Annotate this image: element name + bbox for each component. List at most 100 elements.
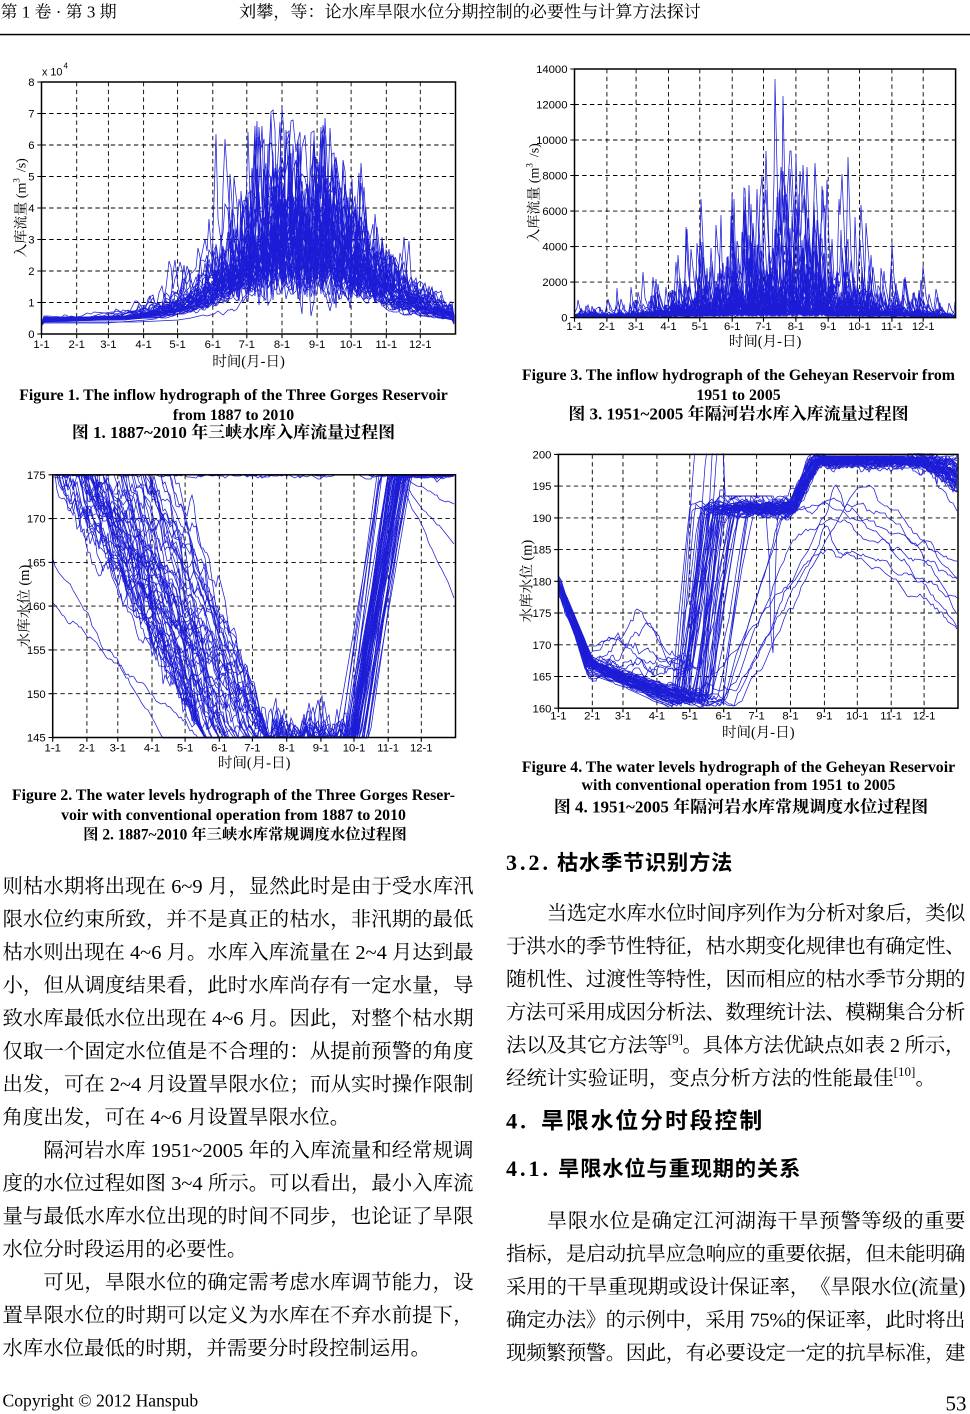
svg-text:3: 3 — [28, 235, 34, 247]
svg-text:(: ( — [247, 756, 252, 772]
svg-text:4-1: 4-1 — [660, 321, 676, 333]
svg-text:12000: 12000 — [536, 100, 567, 112]
svg-text:3: 3 — [12, 178, 22, 183]
svg-text:4-1: 4-1 — [144, 743, 160, 755]
svg-text:·: · — [52, 3, 66, 22]
svg-text:7-1: 7-1 — [239, 339, 255, 351]
svg-text:4: 4 — [28, 203, 34, 215]
svg-text:170: 170 — [27, 514, 46, 526]
svg-text:190: 190 — [533, 513, 552, 525]
svg-text:170: 170 — [533, 640, 552, 652]
svg-text:2~4: 2~4 — [350, 942, 392, 964]
svg-text:): ) — [959, 1277, 966, 1299]
svg-text:5-1: 5-1 — [177, 743, 193, 755]
svg-text:1: 1 — [18, 3, 35, 22]
svg-text:175: 175 — [27, 470, 46, 482]
svg-text:3-1: 3-1 — [628, 321, 644, 333]
svg-text:(m): (m) — [17, 565, 33, 590]
svg-text:8-1: 8-1 — [279, 743, 295, 755]
svg-text:-: - — [770, 725, 775, 741]
svg-text:6-1: 6-1 — [205, 339, 221, 351]
svg-text:175: 175 — [533, 608, 552, 620]
svg-text:4~6: 4~6 — [125, 942, 167, 964]
svg-text:3-1: 3-1 — [615, 711, 631, 723]
svg-text:x 10: x 10 — [42, 67, 62, 79]
svg-text:5-1: 5-1 — [692, 321, 708, 333]
svg-text:2-1: 2-1 — [69, 339, 85, 351]
svg-text:7-1: 7-1 — [755, 321, 771, 333]
svg-text:-: - — [777, 334, 782, 350]
svg-text:8-1: 8-1 — [788, 321, 804, 333]
svg-text:(: ( — [912, 1277, 919, 1299]
svg-text:3-1: 3-1 — [110, 743, 126, 755]
svg-text:3~4: 3~4 — [166, 1173, 208, 1195]
svg-text:(m: (m — [15, 183, 30, 202]
svg-text:185: 185 — [533, 545, 552, 557]
svg-text:165: 165 — [533, 672, 552, 684]
svg-text:voir with conventional operati: voir with conventional operation from 18… — [61, 807, 406, 824]
svg-text:7-1: 7-1 — [244, 743, 260, 755]
svg-text:4. 1951~2005: 4. 1951~2005 — [571, 798, 673, 817]
svg-text:14000: 14000 — [536, 64, 567, 76]
svg-text:1. 1887~2010: 1. 1887~2010 — [89, 423, 191, 442]
svg-text:7-1: 7-1 — [748, 711, 764, 723]
svg-text:53: 53 — [946, 1392, 967, 1414]
svg-text:11-1: 11-1 — [880, 711, 902, 723]
svg-text:12-1: 12-1 — [913, 711, 936, 723]
svg-text:(m): (m) — [520, 540, 536, 565]
svg-text:-: - — [261, 354, 266, 370]
svg-text:2-1: 2-1 — [79, 743, 95, 755]
svg-text:Figure 3. The inflow hydrograp: Figure 3. The inflow hydrograph of the G… — [522, 367, 955, 384]
svg-text:3: 3 — [525, 163, 535, 168]
svg-text:5: 5 — [28, 172, 34, 184]
svg-text:): ) — [280, 354, 285, 370]
svg-text:180: 180 — [533, 576, 552, 588]
svg-text:4-1: 4-1 — [649, 711, 665, 723]
svg-text:5-1: 5-1 — [169, 339, 185, 351]
svg-text:160: 160 — [533, 703, 552, 715]
svg-text:6-1: 6-1 — [716, 711, 732, 723]
svg-text:10-1: 10-1 — [340, 339, 363, 351]
svg-text:145: 145 — [27, 733, 46, 745]
svg-text:4~6: 4~6 — [145, 1107, 187, 1129]
svg-text:/s): /s) — [528, 143, 543, 157]
svg-text:6000: 6000 — [542, 206, 567, 218]
svg-text:3: 3 — [83, 3, 100, 22]
svg-text:75%: 75% — [745, 1310, 786, 1332]
svg-text:10000: 10000 — [536, 135, 567, 147]
svg-text:-: - — [266, 756, 271, 772]
svg-text:2~4: 2~4 — [105, 1074, 147, 1096]
svg-text:1-1: 1-1 — [550, 711, 566, 723]
svg-text:9-1: 9-1 — [820, 321, 836, 333]
svg-text:Figure 4. The water levels hyd: Figure 4. The water levels hydrograph of… — [522, 759, 955, 776]
svg-text:Copyright © 2012 Hanspub: Copyright © 2012 Hanspub — [3, 1391, 199, 1411]
svg-text:4-1: 4-1 — [135, 339, 151, 351]
svg-text:3.2.: 3.2. — [506, 850, 551, 875]
svg-text:9-1: 9-1 — [313, 743, 329, 755]
svg-text:1951~2005: 1951~2005 — [146, 1140, 249, 1162]
svg-text:Figure 2. The water levels hyd: Figure 2. The water levels hydrograph of… — [12, 787, 455, 804]
svg-text:4000: 4000 — [542, 242, 567, 254]
svg-text:Figure 1. The inflow hydrograp: Figure 1. The inflow hydrograph of the T… — [19, 387, 448, 404]
svg-text:12-1: 12-1 — [409, 339, 432, 351]
svg-text:8000: 8000 — [542, 171, 567, 183]
svg-text:4.: 4. — [506, 1109, 529, 1134]
svg-text:200: 200 — [533, 450, 552, 462]
svg-text:10-1: 10-1 — [848, 321, 871, 333]
svg-text:7: 7 — [28, 109, 34, 121]
svg-text:2: 2 — [885, 1035, 905, 1057]
svg-text:2000: 2000 — [542, 277, 567, 289]
svg-text:9-1: 9-1 — [816, 711, 832, 723]
svg-text:(m: (m — [528, 168, 543, 187]
svg-text:150: 150 — [27, 689, 46, 701]
svg-text:[10]: [10] — [894, 1064, 916, 1079]
svg-text:6-1: 6-1 — [724, 321, 740, 333]
svg-text:155: 155 — [27, 645, 46, 657]
svg-text:6~9: 6~9 — [166, 876, 208, 898]
svg-text:9-1: 9-1 — [309, 339, 325, 351]
svg-text:12-1: 12-1 — [410, 743, 433, 755]
svg-text:2: 2 — [28, 266, 34, 278]
svg-text:8-1: 8-1 — [782, 711, 798, 723]
svg-text:195: 195 — [533, 481, 552, 493]
svg-text:6: 6 — [28, 140, 34, 152]
